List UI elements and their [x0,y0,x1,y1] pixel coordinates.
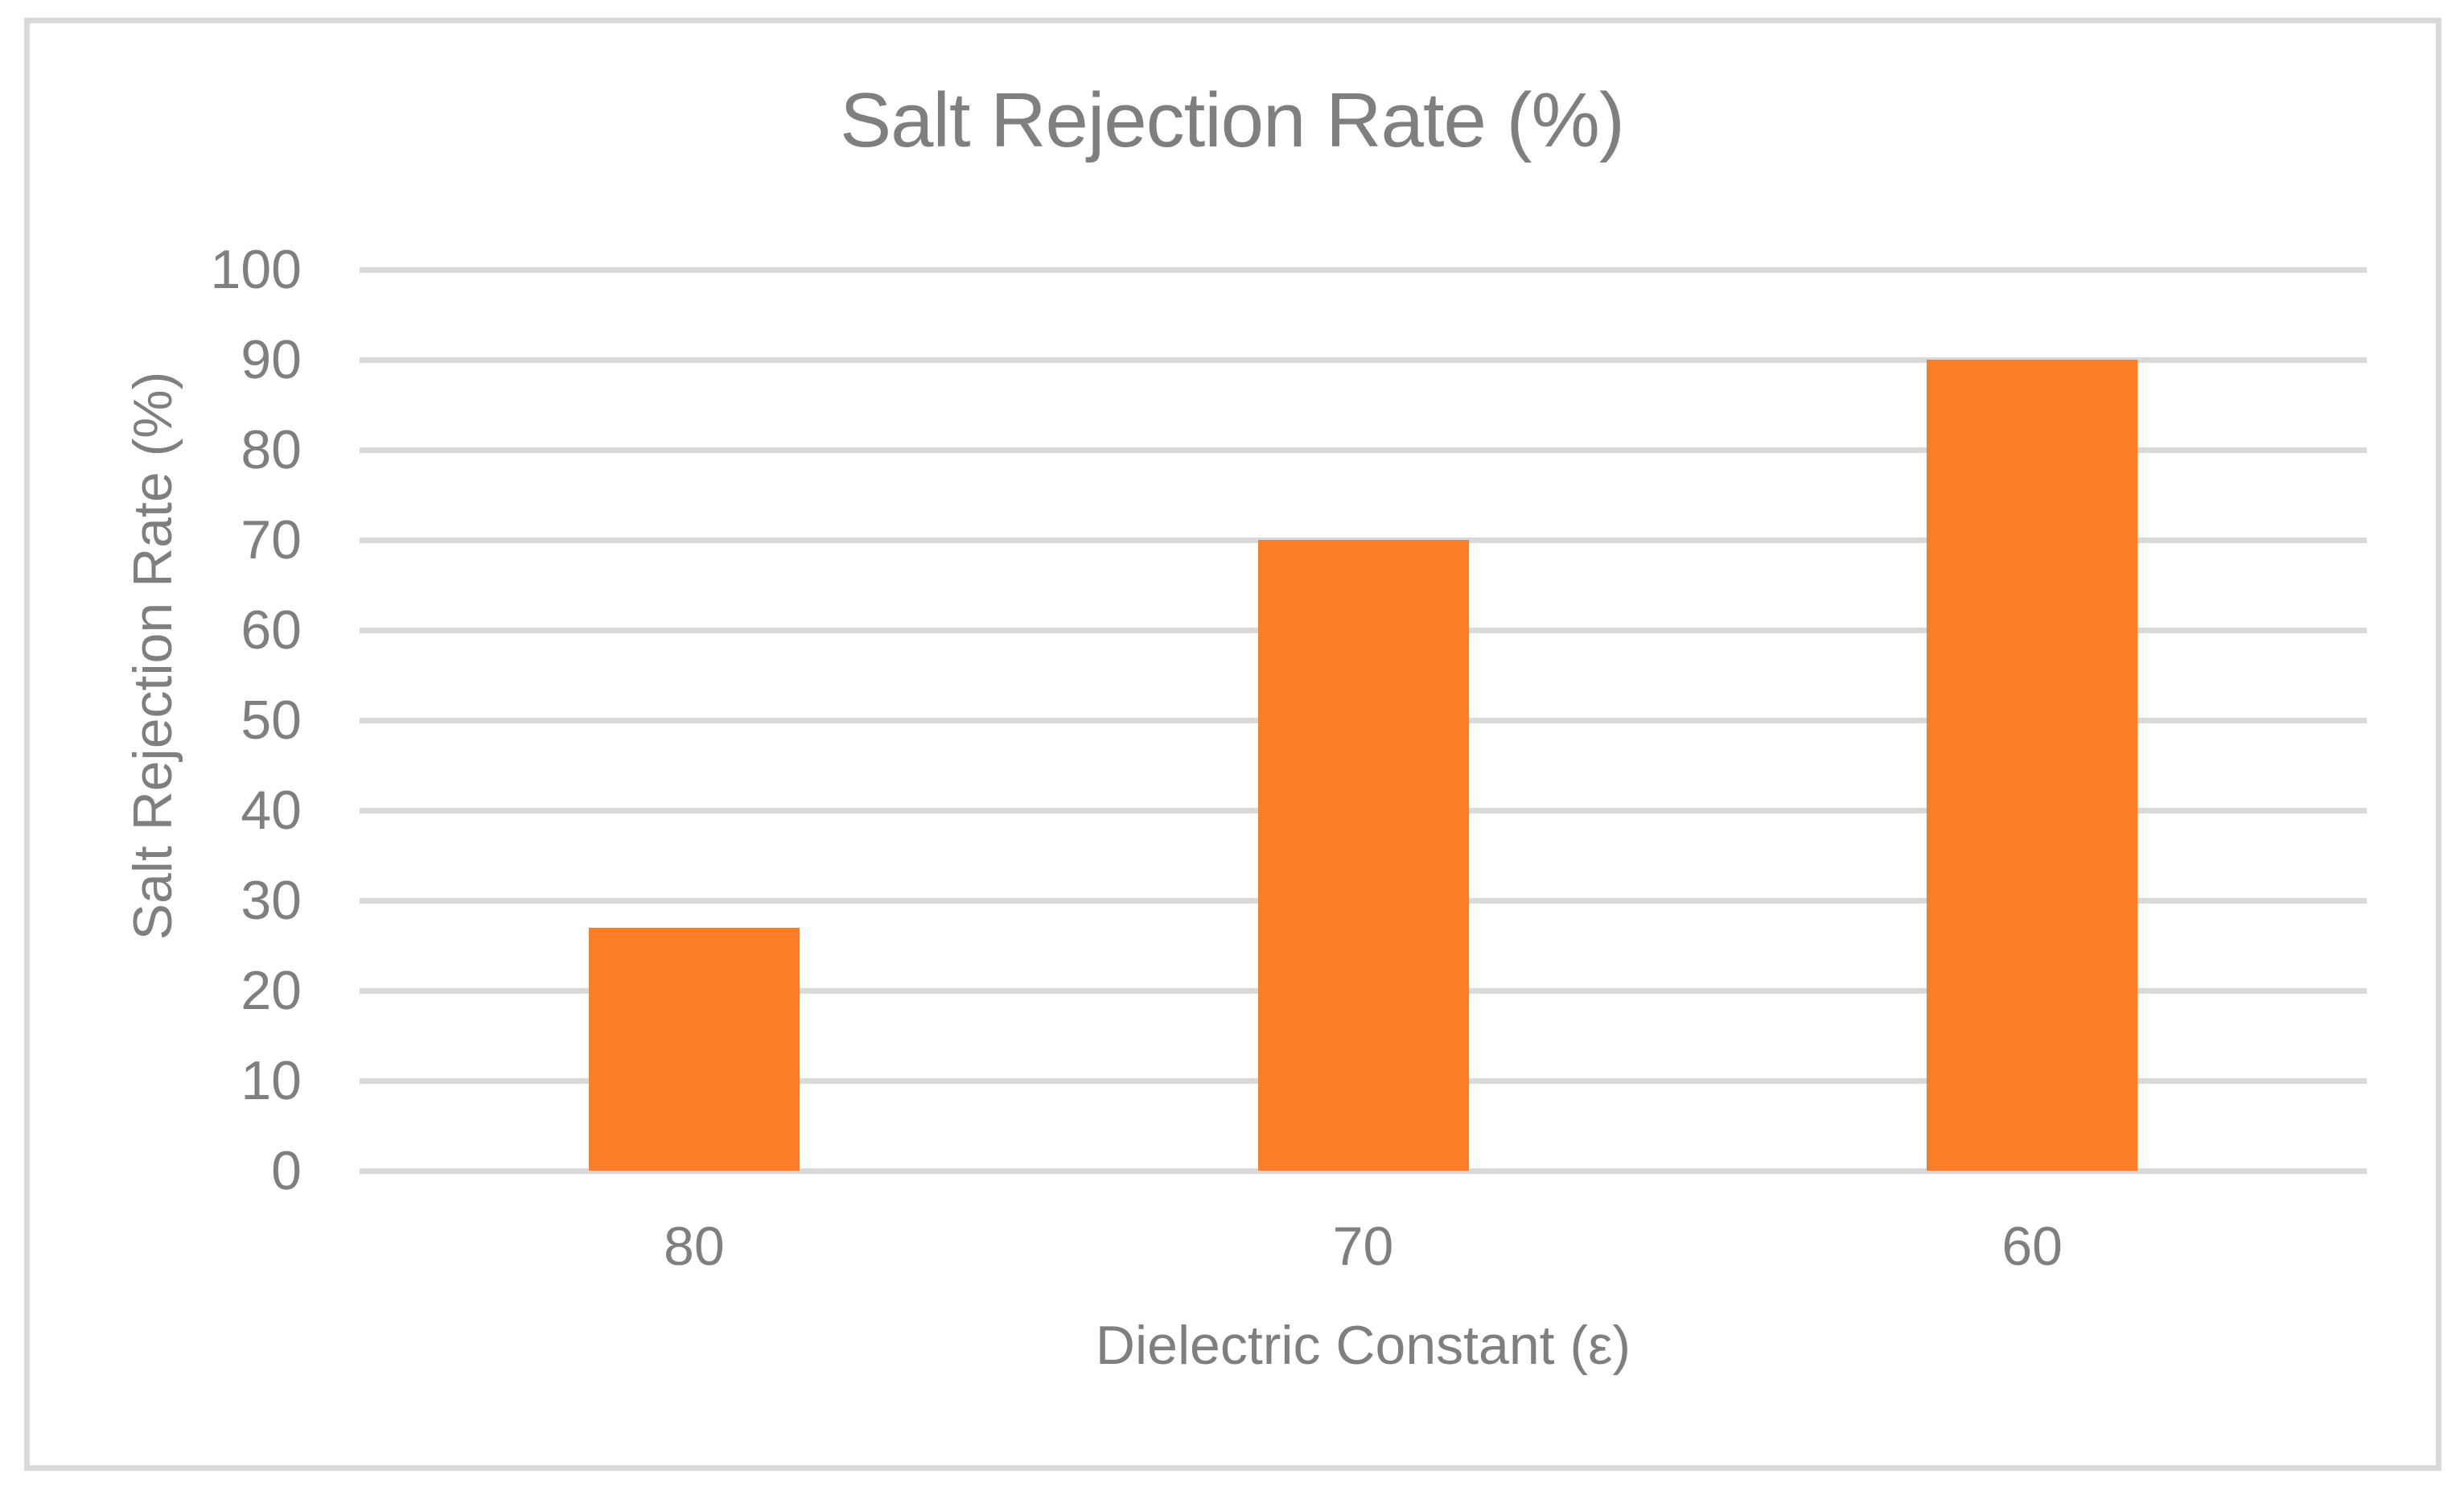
y-tick-label-70: 70 [241,509,302,570]
y-tick-label-90: 90 [241,329,302,390]
bar-70 [1257,540,1469,1171]
bar-60 [1927,360,2138,1171]
y-tick-label-30: 30 [241,870,302,931]
x-axis-title: Dielectric Constant (ε) [1095,1315,1631,1376]
gridline-y-90 [360,356,2367,363]
y-tick-label-60: 60 [241,599,302,661]
x-tick-label-80: 80 [664,1216,725,1277]
x-tick-label-60: 60 [2001,1216,2063,1277]
y-tick-label-50: 50 [241,690,302,751]
y-tick-label-40: 40 [241,780,302,841]
y-tick-label-100: 100 [210,239,302,300]
y-tick-label-20: 20 [241,960,302,1021]
gridline-y-80 [360,447,2367,453]
y-tick-label-10: 10 [241,1050,302,1111]
gridline-y-100 [360,266,2367,273]
y-tick-label-80: 80 [241,419,302,480]
chart-title: Salt Rejection Rate (%) [840,77,1625,163]
gridline-y-0 [360,1168,2367,1174]
x-tick-label-70: 70 [1332,1216,1394,1277]
y-tick-label-0: 0 [271,1140,302,1201]
plot-area [360,266,2367,1174]
bar-80 [588,927,800,1171]
